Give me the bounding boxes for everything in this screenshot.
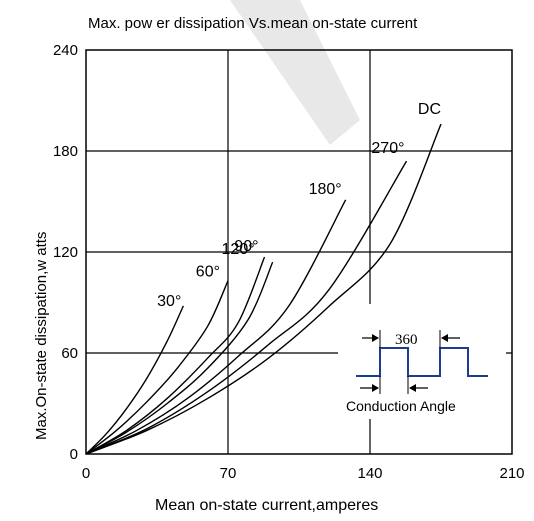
inset-label-conduction-angle: Conduction Angle [346,398,456,414]
x-tick-label: 210 [499,465,524,482]
y-axis-label: Max.On-state dissipation,w atts [33,232,50,440]
series-line [85,305,185,455]
series-lines [85,123,442,455]
inset-waveform [356,347,488,377]
series-line [85,160,408,455]
arrow-left-icon [441,334,460,342]
x-tick-label: 0 [82,465,90,482]
x-tick-label: 140 [357,465,382,482]
series-label: 180° [309,181,342,198]
series-line [85,280,229,455]
chart-title: Max. pow er dissipation Vs.mean on-state… [88,15,418,32]
series-label: 60° [196,264,220,281]
series-label: DC [418,101,441,118]
y-tick-label: 120 [53,244,78,261]
series-label: 270° [371,140,404,157]
y-tick-labels: 0 60 120 180 240 [53,42,78,463]
y-tick-label: 60 [61,345,78,362]
arrow-right-icon [360,384,379,392]
series-labels: 30° 60° 90°120° 180° 270° DC [157,101,441,310]
watermark [230,0,360,145]
series-line [85,261,274,455]
series-line [85,199,347,455]
x-tick-label: 70 [220,465,237,482]
y-tick-label: 0 [70,446,78,463]
inset-label-360: 360 [395,332,418,348]
series-line [85,256,266,455]
arrow-left-icon [409,384,428,392]
conduction-angle-inset: 360 Conduction Angle [338,304,506,419]
x-axis-label: Mean on-state current,amperes [155,497,378,514]
y-tick-label: 180 [53,143,78,160]
series-line [85,123,442,455]
x-tick-labels: 0 70 140 210 [82,465,525,482]
series-label: 120° [222,241,255,258]
arrow-right-icon [362,334,379,342]
y-tick-label: 240 [53,42,78,59]
inset-background [338,304,506,419]
series-label: 30° [157,293,181,310]
series-label: 90° [234,238,258,255]
